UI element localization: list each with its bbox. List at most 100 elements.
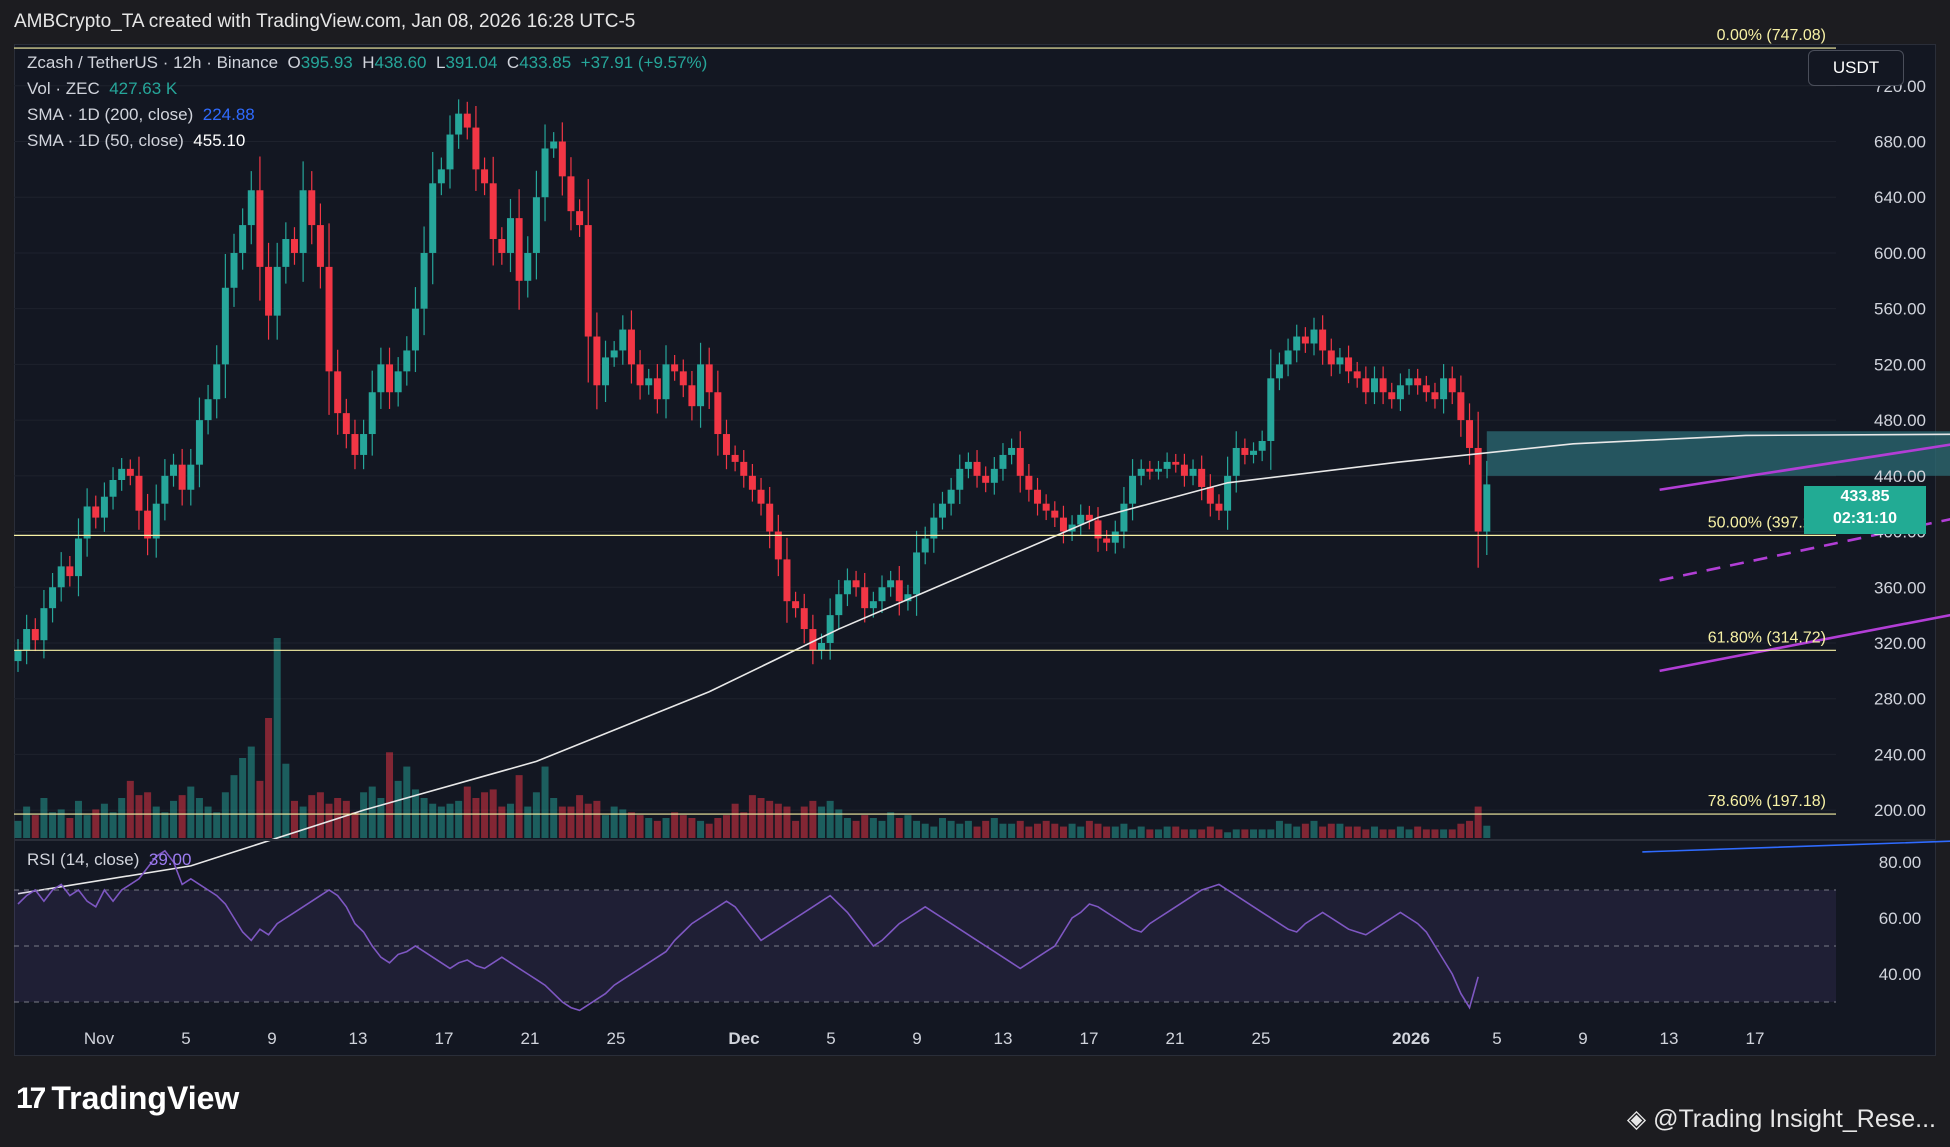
- candle-body: [532, 197, 540, 253]
- candle-body: [705, 364, 713, 393]
- candle-body: [1310, 329, 1318, 344]
- volume-bar: [1353, 826, 1361, 838]
- volume-bar: [679, 815, 687, 838]
- volume-bar: [360, 792, 368, 838]
- candle-body: [1163, 461, 1171, 469]
- symbol-label: Zcash / TetherUS · 12h · Binance: [27, 53, 279, 72]
- candle-body: [714, 392, 722, 435]
- candle-body: [57, 566, 65, 588]
- volume-bar: [144, 792, 152, 838]
- volume-bar: [1483, 825, 1491, 838]
- candle-body: [913, 552, 921, 595]
- volume-bar: [1163, 826, 1171, 838]
- candle-countdown: 02:31:10: [1832, 510, 1898, 527]
- volume-bar: [31, 815, 39, 838]
- volume-bar: [956, 823, 964, 838]
- candle-body: [1370, 378, 1378, 393]
- candle-body: [584, 225, 592, 337]
- candle-body: [1146, 468, 1154, 472]
- volume-bar: [1362, 829, 1370, 838]
- price-tick-label: 240.00: [1874, 745, 1926, 764]
- candle-body: [411, 308, 419, 351]
- candle-body: [1457, 392, 1465, 421]
- volume-bar: [1275, 820, 1283, 838]
- volume-bar: [550, 798, 558, 838]
- volume-bar: [57, 809, 65, 838]
- volume-bar: [1440, 829, 1448, 838]
- volume-bar: [1336, 823, 1344, 838]
- candle-body: [1180, 464, 1188, 476]
- volume-bar: [1068, 823, 1076, 838]
- volume-bar: [14, 820, 22, 838]
- candle-body: [420, 252, 428, 309]
- candle-body: [1327, 350, 1335, 365]
- volume-bar: [1042, 820, 1050, 838]
- volume-bar: [506, 803, 514, 838]
- candle-body: [524, 252, 532, 281]
- time-tick-label: 25: [607, 1029, 626, 1048]
- candle-body: [135, 475, 143, 511]
- candle-body: [1388, 392, 1396, 400]
- time-tick-label: 5: [1492, 1029, 1501, 1048]
- candle-body: [593, 336, 601, 386]
- price-tick-label: 440.00: [1874, 467, 1926, 486]
- volume-bar: [774, 803, 782, 838]
- candle-body: [187, 464, 195, 490]
- candle-body: [334, 371, 342, 414]
- candle-body: [826, 615, 834, 643]
- brand-name: TradingView: [51, 1080, 240, 1116]
- volume-bar: [887, 812, 895, 838]
- candle-body: [982, 475, 990, 483]
- candle-body: [204, 399, 212, 421]
- volume-bar: [23, 806, 31, 838]
- candle-body: [92, 506, 100, 518]
- candle-body: [964, 461, 972, 469]
- volume-bar: [256, 780, 264, 838]
- chart-panel[interactable]: [14, 44, 1936, 1056]
- candle-body: [66, 566, 74, 577]
- candle-body: [109, 480, 117, 497]
- candle-body: [809, 629, 817, 650]
- candle-body: [679, 371, 687, 386]
- time-tick-label: 13: [994, 1029, 1013, 1048]
- candle-body: [256, 190, 264, 267]
- candle-body: [627, 329, 635, 365]
- candle-body: [861, 587, 869, 609]
- volume-bar: [809, 800, 817, 838]
- candle-body: [645, 378, 653, 386]
- candle-body: [1129, 475, 1137, 504]
- candle-body: [1094, 520, 1102, 539]
- volume-bar: [671, 812, 679, 838]
- candle-body: [325, 266, 333, 372]
- volume-bar: [861, 815, 869, 838]
- candle-body: [386, 364, 394, 393]
- candle-body: [852, 580, 860, 588]
- candle-body: [126, 468, 134, 476]
- candle-body: [394, 371, 402, 393]
- candle-body: [722, 434, 730, 455]
- candle-body: [688, 385, 696, 407]
- ohlc-low: L391.04: [435, 53, 498, 72]
- tradingview-logo[interactable]: 17 TradingView: [16, 1080, 239, 1117]
- volume-bar: [584, 803, 592, 838]
- volume-bar: [938, 818, 946, 838]
- candle-body: [1085, 514, 1093, 521]
- time-tick-label: 5: [181, 1029, 190, 1048]
- volume-bar: [913, 820, 921, 838]
- fib-label: 61.80% (314.72): [1708, 629, 1826, 646]
- sma200-line: [1642, 840, 1950, 853]
- time-tick-label: 13: [349, 1029, 368, 1048]
- candle-body: [1215, 503, 1223, 511]
- candle-body: [342, 413, 350, 435]
- candle-body: [265, 266, 273, 316]
- volume-bar: [619, 809, 627, 838]
- currency-button[interactable]: USDT: [1808, 50, 1904, 86]
- time-tick-label: 21: [521, 1029, 540, 1048]
- volume-bar: [1267, 829, 1275, 838]
- candle-body: [602, 357, 610, 386]
- price-tick-label: 200.00: [1874, 801, 1926, 820]
- candle-body: [429, 183, 437, 253]
- candle-body: [14, 649, 22, 662]
- volume-bar: [1310, 820, 1318, 838]
